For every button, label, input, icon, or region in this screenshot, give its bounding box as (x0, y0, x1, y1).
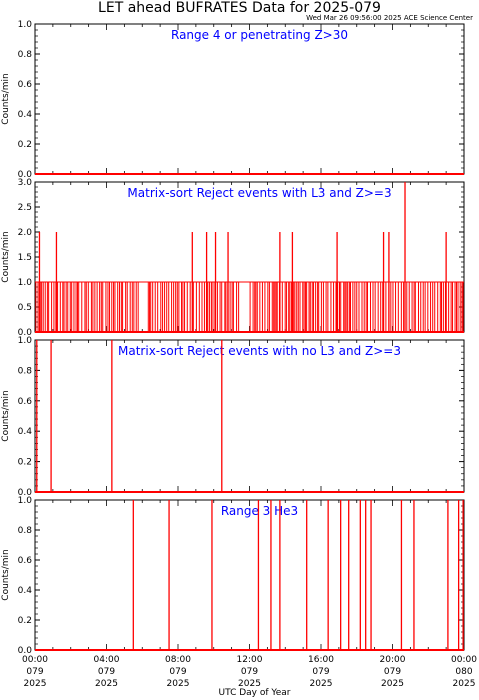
y-tick-label: 1.0 (18, 278, 33, 288)
x-tick-label-time: 00:00 (22, 655, 48, 665)
x-tick-label-time: 04:00 (94, 655, 120, 665)
y-tick-label: 0.6 (18, 80, 33, 90)
x-tick-label-doy: 079 (384, 667, 401, 677)
y-tick-label: 0.0 (18, 328, 33, 338)
y-axis-label: Counts/min (1, 73, 11, 124)
y-tick-label: 0.4 (18, 427, 33, 437)
y-tick-label: 0.0 (18, 170, 33, 180)
x-tick-label-doy: 079 (312, 667, 329, 677)
x-tick-label-year: 2025 (238, 679, 261, 689)
panel-frame (34, 339, 465, 493)
y-tick-label: 0.0 (18, 488, 33, 498)
y-tick-label: 0.4 (18, 586, 33, 596)
y-axis-label: Counts/min (1, 390, 11, 441)
y-tick-label: 1.0 (18, 496, 33, 506)
panel-frame (34, 23, 465, 175)
x-tick-label-time: 16:00 (308, 655, 334, 665)
y-tick-label: 0.2 (18, 458, 32, 468)
y-axis-label: Counts/min (1, 549, 11, 600)
panel-title: Range 3 He3 (221, 504, 298, 518)
panel-title: Matrix-sort Reject events with no L3 and… (118, 344, 401, 358)
panel-frame (34, 499, 465, 651)
x-tick-label-year: 2025 (381, 679, 404, 689)
y-tick-label: 2.0 (18, 228, 33, 238)
y-axis-label: Counts/min (1, 231, 11, 282)
x-tick-label-year: 2025 (24, 679, 47, 689)
y-tick-label: 0.8 (18, 366, 33, 376)
x-tick-label-doy: 080 (455, 667, 472, 677)
panel-title: Matrix-sort Reject events with L3 and Z>… (127, 186, 391, 200)
y-tick-label: 0.2 (18, 140, 32, 150)
page-title: LET ahead BUFRATES Data for 2025-079 (98, 0, 381, 16)
y-tick-label: 0.8 (18, 526, 33, 536)
y-tick-label: 0.6 (18, 397, 33, 407)
x-tick-label-year: 2025 (453, 679, 476, 689)
x-tick-label-year: 2025 (95, 679, 118, 689)
y-tick-label: 0.6 (18, 556, 33, 566)
y-tick-label: 0.0 (18, 646, 33, 656)
x-tick-label-time: 08:00 (165, 655, 191, 665)
x-axis-label: UTC Day of Year (219, 688, 291, 698)
x-tick-label-doy: 079 (241, 667, 258, 677)
x-tick-label-time: 12:00 (237, 655, 263, 665)
y-tick-label: 1.0 (18, 336, 33, 346)
panel-title: Range 4 or penetrating Z>30 (171, 28, 348, 42)
x-tick-label-year: 2025 (310, 679, 333, 689)
y-tick-label: 1.0 (18, 20, 33, 30)
x-tick-label-doy: 079 (169, 667, 186, 677)
x-tick-label-time: 00:00 (451, 655, 477, 665)
y-tick-label: 0.4 (18, 110, 33, 120)
y-tick-label: 2.5 (18, 203, 32, 213)
x-tick-label-year: 2025 (167, 679, 190, 689)
y-tick-label: 0.5 (18, 303, 32, 313)
y-tick-label: 3.0 (18, 178, 33, 188)
x-tick-label-doy: 079 (26, 667, 43, 677)
y-tick-label: 1.5 (18, 253, 32, 263)
y-tick-label: 0.8 (18, 50, 33, 60)
x-tick-label-doy: 079 (98, 667, 115, 677)
timestamp: Wed Mar 26 09:56:00 2025 ACE Science Cen… (306, 14, 473, 22)
x-tick-label-time: 20:00 (380, 655, 406, 665)
y-tick-label: 0.2 (18, 616, 32, 626)
